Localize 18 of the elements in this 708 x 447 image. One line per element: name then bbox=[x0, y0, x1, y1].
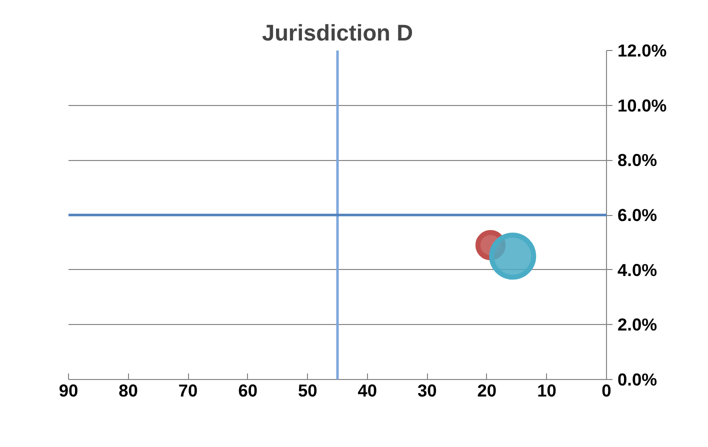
x-tick-label: 0 bbox=[602, 380, 612, 400]
y-tick-label: 4.0% bbox=[618, 260, 657, 280]
x-tick-label: 70 bbox=[178, 380, 198, 400]
x-tick-label: 20 bbox=[477, 380, 497, 400]
x-tick-label: 10 bbox=[537, 380, 556, 400]
x-tick-label: 80 bbox=[118, 380, 138, 400]
x-tick-label: 50 bbox=[298, 380, 318, 400]
y-tick-label: 0.0% bbox=[618, 370, 657, 390]
x-tick-label: 30 bbox=[418, 380, 437, 400]
x-tick-label: 60 bbox=[238, 380, 258, 400]
y-tick-label: 2.0% bbox=[618, 314, 657, 335]
y-tick-label: 10.0% bbox=[618, 95, 667, 116]
x-tick-label: 40 bbox=[358, 380, 378, 400]
y-tick-label: 12.0% bbox=[618, 40, 667, 60]
chart-title: Jurisdiction D bbox=[262, 20, 414, 46]
x-tick-label: 90 bbox=[58, 380, 78, 400]
y-tick-label: 6.0% bbox=[618, 205, 657, 225]
y-tick-label: 8.0% bbox=[618, 150, 657, 170]
